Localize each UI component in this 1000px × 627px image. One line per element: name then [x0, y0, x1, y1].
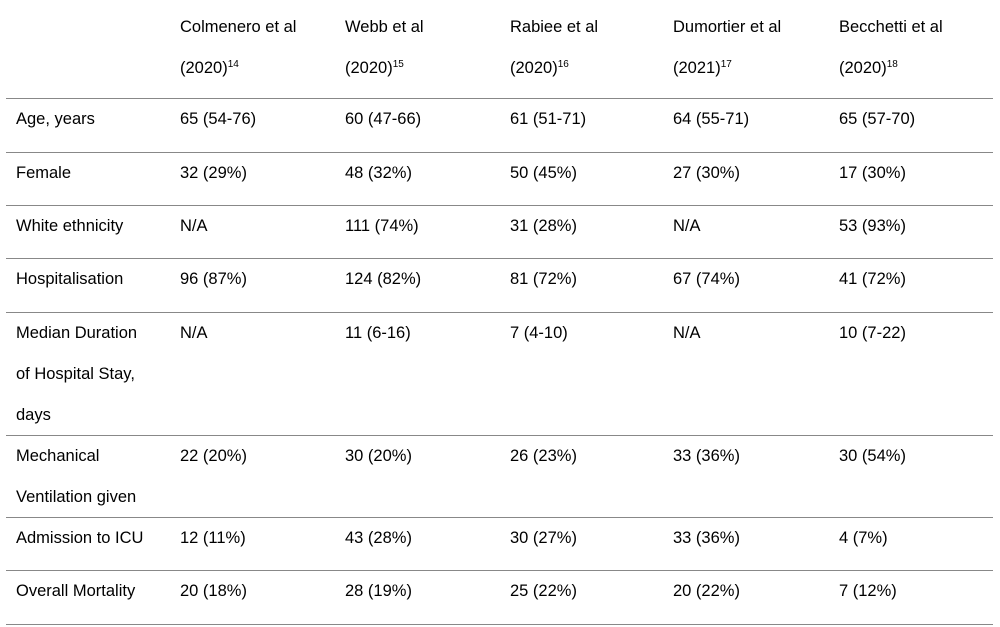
study-4-authors: Dumortier et al [673, 18, 782, 36]
table-row-female: Female 32 (29%) 48 (32%) 50 (45%) 27 (30… [6, 153, 993, 206]
table-cell: 64 (55-71) [673, 110, 750, 128]
row-label-line: Median Duration [16, 324, 138, 342]
table-row-hospitalisation: Hospitalisation 96 (87%) 124 (82%) 81 (7… [6, 259, 993, 313]
table-cell: 20 (18%) [180, 582, 247, 600]
table-cell: 96 (87%) [180, 270, 247, 288]
header-study-5: Becchetti et al (2020)18 [839, 7, 989, 89]
row-label-line: Female [16, 164, 72, 182]
row-label-line: White ethnicity [16, 217, 124, 235]
table-cell: N/A [673, 217, 701, 235]
table-row-age: Age, years 65 (54-76) 60 (47-66) 61 (51-… [6, 99, 993, 153]
table-cell: 32 (29%) [180, 164, 247, 182]
row-label: Hospitalisation [16, 259, 166, 300]
table-cell: 111 (74%) [345, 217, 419, 235]
table-cell: 61 (51-71) [510, 110, 587, 128]
table-cell: 124 (82%) [345, 270, 422, 288]
table-cell: 22 (20%) [180, 447, 247, 465]
study-3-authors: Rabiee et al [510, 18, 599, 36]
row-label: Mechanical Ventilation given [16, 436, 166, 518]
table-cell: 20 (22%) [673, 582, 740, 600]
table-cell: 53 (93%) [839, 217, 906, 235]
study-comparison-table: Colmenero et al (2020)14 Webb et al (202… [6, 0, 993, 625]
table-cell: 31 (28%) [510, 217, 577, 235]
row-label-line: Age, years [16, 110, 95, 128]
study-2-year: (2020) [345, 59, 393, 77]
study-3-ref: 16 [557, 59, 569, 70]
table-cell: 10 (7-22) [839, 324, 906, 342]
study-2-ref: 15 [392, 59, 404, 70]
row-label: White ethnicity [16, 206, 166, 247]
table-cell: 12 (11%) [180, 529, 246, 547]
study-2-year-line: (2020)15 [345, 48, 505, 89]
study-3-year: (2020) [510, 59, 558, 77]
table-cell: 41 (72%) [839, 270, 906, 288]
row-label-line: Overall Mortality [16, 582, 136, 600]
study-5-authors: Becchetti et al [839, 18, 943, 36]
table-row-overall-mortality: Overall Mortality 20 (18%) 28 (19%) 25 (… [6, 571, 993, 625]
study-5-year-line: (2020)18 [839, 48, 989, 89]
table-cell: N/A [673, 324, 701, 342]
table-cell: 50 (45%) [510, 164, 577, 182]
row-label: Overall Mortality [16, 571, 166, 612]
header-study-2: Webb et al (2020)15 [345, 7, 505, 89]
header-study-3: Rabiee et al (2020)16 [510, 7, 670, 89]
study-5-ref: 18 [886, 59, 898, 70]
table-cell: 30 (20%) [345, 447, 412, 465]
row-label: Median Duration of Hospital Stay, days [16, 313, 166, 436]
row-label-line: Admission to ICU [16, 529, 144, 547]
table-cell: 65 (54-76) [180, 110, 257, 128]
table-cell: 7 (4-10) [510, 324, 568, 342]
study-3-year-line: (2020)16 [510, 48, 670, 89]
study-5-year: (2020) [839, 59, 887, 77]
table-header-row: Colmenero et al (2020)14 Webb et al (202… [6, 0, 993, 99]
table-cell: 4 (7%) [839, 529, 888, 547]
table-cell: 48 (32%) [345, 164, 412, 182]
row-label-line: of Hospital Stay, [16, 365, 135, 383]
table-cell: 67 (74%) [673, 270, 740, 288]
row-label-line: Hospitalisation [16, 270, 124, 288]
study-1-authors: Colmenero et al [180, 18, 297, 36]
table-cell: 11 (6-16) [345, 324, 411, 342]
study-1-ref: 14 [227, 59, 239, 70]
header-study-1: Colmenero et al (2020)14 [180, 7, 340, 89]
table-row-icu-admission: Admission to ICU 12 (11%) 43 (28%) 30 (2… [6, 518, 993, 571]
row-label: Age, years [16, 99, 166, 140]
table-cell: 17 (30%) [839, 164, 906, 182]
study-2-authors: Webb et al [345, 18, 424, 36]
table-cell: 30 (27%) [510, 529, 577, 547]
table-cell: 30 (54%) [839, 447, 906, 465]
table-cell: 25 (22%) [510, 582, 577, 600]
table-cell: 33 (36%) [673, 447, 740, 465]
table-cell: N/A [180, 324, 208, 342]
table-row-white-ethnicity: White ethnicity N/A 111 (74%) 31 (28%) N… [6, 206, 993, 259]
table-cell: 43 (28%) [345, 529, 412, 547]
table-cell: 28 (19%) [345, 582, 412, 600]
table-cell: 81 (72%) [510, 270, 577, 288]
table-cell: 27 (30%) [673, 164, 740, 182]
header-study-4: Dumortier et al (2021)17 [673, 7, 833, 89]
table-cell: 26 (23%) [510, 447, 577, 465]
row-label: Female [16, 153, 166, 194]
table-cell: N/A [180, 217, 208, 235]
table-row-mechanical-ventilation: Mechanical Ventilation given 22 (20%) 30… [6, 436, 993, 518]
study-1-year-line: (2020)14 [180, 48, 340, 89]
row-label-line: days [16, 406, 51, 424]
table-row-hospital-stay: Median Duration of Hospital Stay, days N… [6, 313, 993, 436]
row-label: Admission to ICU [16, 518, 166, 559]
table-cell: 33 (36%) [673, 529, 740, 547]
row-label-line: Ventilation given [16, 488, 137, 506]
table-cell: 65 (57-70) [839, 110, 916, 128]
study-4-ref: 17 [720, 59, 732, 70]
study-1-year: (2020) [180, 59, 228, 77]
study-4-year: (2021) [673, 59, 721, 77]
table-cell: 60 (47-66) [345, 110, 422, 128]
row-label-line: Mechanical [16, 447, 100, 465]
table-cell: 7 (12%) [839, 582, 897, 600]
study-4-year-line: (2021)17 [673, 48, 833, 89]
